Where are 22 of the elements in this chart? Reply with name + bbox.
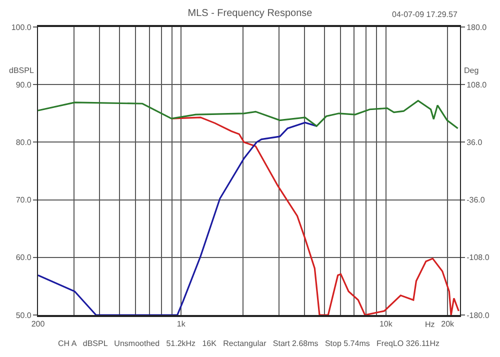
y2-tick-label: -180.0 bbox=[466, 310, 490, 320]
x-tick-label: 1k bbox=[176, 320, 186, 329]
y-axis-title: dBSPL bbox=[9, 66, 34, 75]
x-axis-title: Hz bbox=[425, 320, 435, 329]
y2-axis-title: Deg bbox=[464, 66, 479, 75]
chart-title: MLS - Frequency Response bbox=[188, 8, 313, 19]
y-tick-label: 70.0 bbox=[16, 196, 32, 205]
y-tick-label: 90.0 bbox=[16, 80, 32, 90]
y-tick-label: 80.0 bbox=[16, 138, 32, 147]
text: CH A dBSPL Unsmoothed 51.2kHz 16K Rectangular Start 2.68ms Stop 5.74ms FreqLO 326.11Hz bbox=[58, 339, 440, 348]
y-tick-label: 60.0 bbox=[16, 253, 32, 262]
y2-tick-label: 36.0 bbox=[466, 138, 483, 147]
y2-tick-label: -108.0 bbox=[466, 253, 490, 262]
y2-tick-label: -36.0 bbox=[466, 196, 486, 205]
y2-tick-label: 108.0 bbox=[466, 80, 488, 90]
text: 04-07-09 17.29.57 bbox=[392, 10, 458, 19]
x-tick-label: 20k bbox=[441, 320, 456, 329]
x-tick-label: 10k bbox=[379, 320, 394, 329]
y2-tick-label: 180.0 bbox=[466, 22, 488, 32]
y-tick-label: 50.0 bbox=[16, 310, 32, 320]
x-tick-label: 200 bbox=[31, 320, 46, 329]
y-tick-label: 100.0 bbox=[11, 22, 32, 32]
